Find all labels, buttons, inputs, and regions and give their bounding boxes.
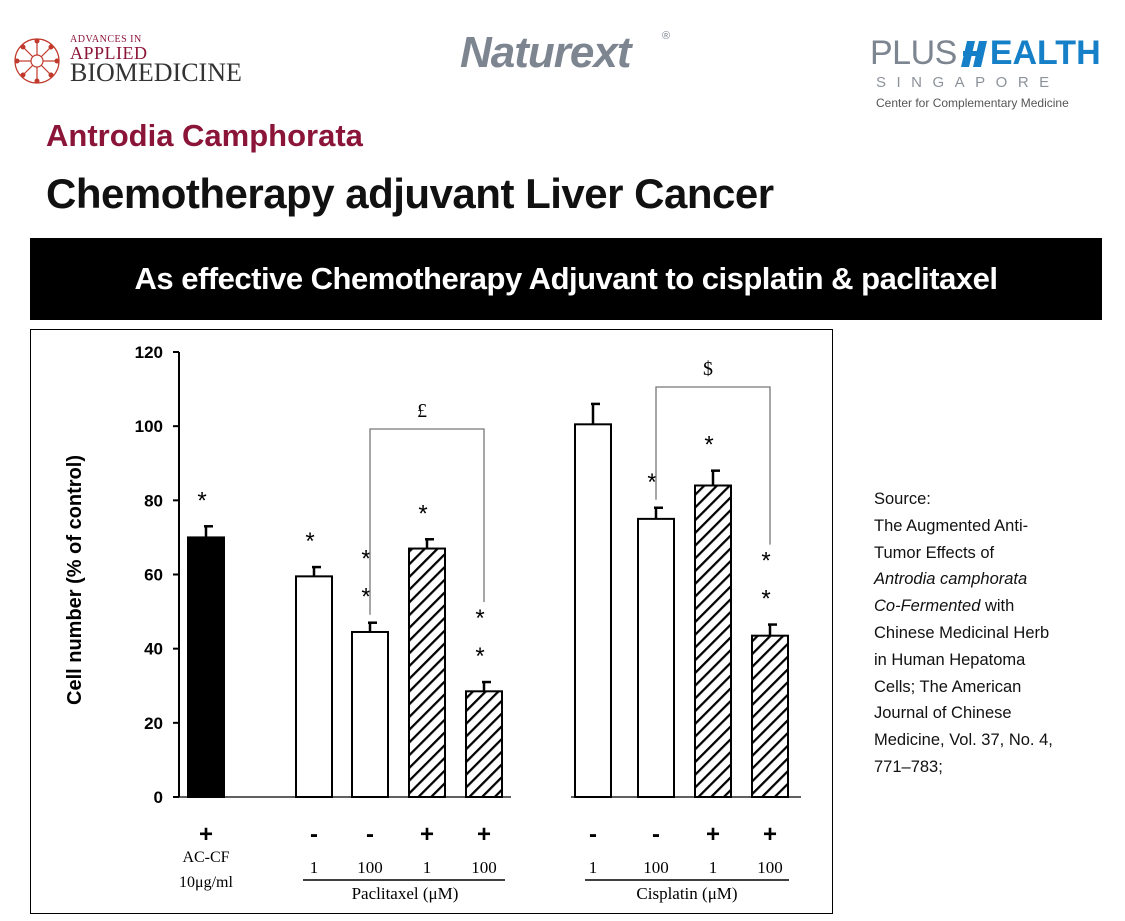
significance-star: * bbox=[761, 548, 770, 575]
y-tick-label: 20 bbox=[144, 714, 163, 733]
logo-line-advances: ADVANCES IN bbox=[70, 34, 142, 45]
acf-sign: - bbox=[310, 821, 318, 848]
significance-star: * bbox=[475, 605, 484, 632]
group-label-cisplatin: Cisplatin (μM) bbox=[636, 884, 737, 903]
naturext-logo: Naturext ® bbox=[460, 28, 680, 88]
group-label-paclitaxel: Paclitaxel (μM) bbox=[352, 884, 459, 903]
naturext-wordmark: Naturext bbox=[460, 28, 631, 77]
significance-star: * bbox=[361, 546, 370, 573]
source-line: Chinese Medicinal Herb bbox=[874, 623, 1050, 642]
source-line: in Human Hepatoma bbox=[874, 650, 1026, 669]
source-line: Journal of Chinese bbox=[874, 704, 1012, 723]
source-line: Medicine, Vol. 37, No. 4, bbox=[874, 731, 1053, 750]
y-tick-label: 100 bbox=[135, 417, 163, 436]
acf-dose-label: 10μg/ml bbox=[179, 874, 233, 891]
logo-line-biomedicine: BIOMEDICINE bbox=[70, 58, 242, 87]
y-tick-label: 80 bbox=[144, 491, 163, 510]
health-text: EALTH bbox=[989, 34, 1101, 72]
logo-line-applied: APPLIED bbox=[70, 43, 148, 63]
significance-star: * bbox=[361, 584, 370, 611]
banner-text: As effective Chemotherapy Adjuvant to ci… bbox=[134, 261, 998, 296]
molecule-icon bbox=[14, 38, 60, 84]
bracket-symbol: £ bbox=[417, 400, 427, 422]
bar bbox=[751, 634, 789, 798]
significance-star: * bbox=[704, 432, 713, 459]
acf-sign: + bbox=[199, 821, 213, 848]
significance-bracket bbox=[369, 428, 485, 615]
significance-bracket bbox=[655, 386, 771, 545]
banner: As effective Chemotherapy Adjuvant to ci… bbox=[30, 238, 1102, 320]
acf-sign: + bbox=[477, 821, 491, 848]
bar bbox=[574, 423, 612, 798]
acf-sign: + bbox=[706, 821, 720, 848]
dose-label: 100 bbox=[757, 858, 783, 877]
registered-mark: ® bbox=[662, 30, 671, 42]
acf-sign: + bbox=[420, 821, 434, 848]
source-line: Co-Fermented with bbox=[874, 593, 1099, 620]
source-rest-part: with bbox=[980, 597, 1015, 616]
y-tick-label: 60 bbox=[144, 566, 163, 585]
source-line: Cells; The American bbox=[874, 677, 1022, 696]
significance-star: * bbox=[475, 643, 484, 670]
bar-chart: 0 20 40 60 80 100 120 Cell number (% of control… bbox=[64, 343, 801, 903]
dose-label: 1 bbox=[310, 858, 319, 877]
plus-health-logo: PLUS EALTH SINGAPORE Center for Compleme… bbox=[870, 34, 1115, 114]
dose-label: 1 bbox=[589, 858, 598, 877]
acf-sign: - bbox=[652, 821, 660, 848]
bar bbox=[465, 690, 503, 798]
acf-label: AC-CF bbox=[182, 849, 229, 866]
page-title: Chemotherapy adjuvant Liver Cancer bbox=[46, 170, 774, 217]
dose-label: 100 bbox=[643, 858, 669, 877]
source-label: Source: bbox=[874, 490, 931, 508]
bar bbox=[637, 517, 675, 798]
singapore-text: SINGAPORE bbox=[876, 74, 1060, 91]
y-axis-title: Cell number (% of control) bbox=[64, 455, 86, 705]
dose-label: 100 bbox=[471, 858, 497, 877]
page-subtitle: Antrodia Camphorata bbox=[46, 118, 363, 153]
y-tick-label: 0 bbox=[154, 788, 163, 807]
bar bbox=[694, 484, 732, 798]
source-line: 771–783; bbox=[874, 757, 943, 776]
dose-label: 1 bbox=[423, 858, 432, 877]
significance-star: * bbox=[197, 487, 206, 514]
bar bbox=[351, 630, 389, 798]
advances-applied-biomedicine-logo: ADVANCES IN APPLIED BIOMEDICINE bbox=[12, 34, 282, 88]
source-italic-part: Co-Fermented bbox=[874, 597, 981, 616]
bar bbox=[187, 536, 225, 799]
acf-sign: + bbox=[763, 821, 777, 848]
acf-sign: - bbox=[366, 821, 374, 848]
bar bbox=[295, 575, 333, 798]
ccm-tagline: Center for Complementary Medicine bbox=[876, 96, 1069, 110]
significance-star: * bbox=[305, 528, 314, 555]
bar bbox=[408, 547, 446, 798]
source-line: The Augmented Anti- bbox=[874, 516, 1029, 535]
source-line: Tumor Effects of bbox=[874, 543, 995, 562]
y-tick-label: 40 bbox=[144, 640, 163, 659]
health-slash-icon bbox=[960, 40, 987, 67]
significance-star: * bbox=[418, 500, 427, 527]
bracket-symbol: $ bbox=[703, 358, 713, 380]
chart-frame: 0 20 40 60 80 100 120 Cell number (% of control… bbox=[30, 329, 833, 914]
plus-text: PLUS bbox=[870, 34, 957, 72]
source-citation: Source: The Augmented Anti- Tumor Effect… bbox=[874, 486, 1099, 781]
source-line-italic: Antrodia camphorata bbox=[874, 570, 1028, 589]
dose-label: 100 bbox=[357, 858, 383, 877]
significance-star: * bbox=[761, 586, 770, 613]
y-tick-label: 120 bbox=[135, 343, 163, 362]
significance-star: * bbox=[647, 469, 656, 496]
acf-sign: - bbox=[589, 821, 597, 848]
dose-label: 1 bbox=[709, 858, 718, 877]
